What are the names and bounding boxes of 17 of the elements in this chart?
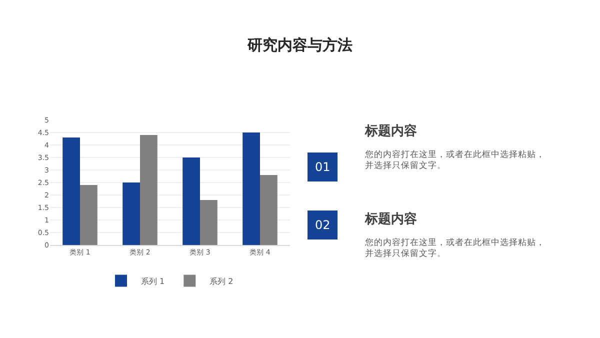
- bar: [80, 185, 98, 245]
- legend-label: 系列 2: [210, 276, 234, 286]
- bar: [122, 182, 140, 245]
- bar: [182, 158, 200, 245]
- text: 标题内容: [364, 211, 417, 227]
- text: 01: [315, 160, 330, 174]
- bar: [242, 132, 260, 245]
- text: 02: [315, 218, 330, 232]
- text: 您的内容打在这里，或者在此框中选择粘贴，并选择只保留文字。: [364, 237, 545, 260]
- bar: [62, 138, 80, 245]
- chart-title: 研究内容与方法: [246, 36, 352, 54]
- bar: [260, 175, 278, 245]
- text: 您的内容打在这里，或者在此框中选择粘贴，并选择只保留文字。: [364, 149, 545, 172]
- text: 标题内容: [364, 123, 417, 139]
- legend-label: 系列 1: [141, 276, 165, 286]
- bar: [140, 135, 158, 245]
- bar: [200, 200, 218, 245]
